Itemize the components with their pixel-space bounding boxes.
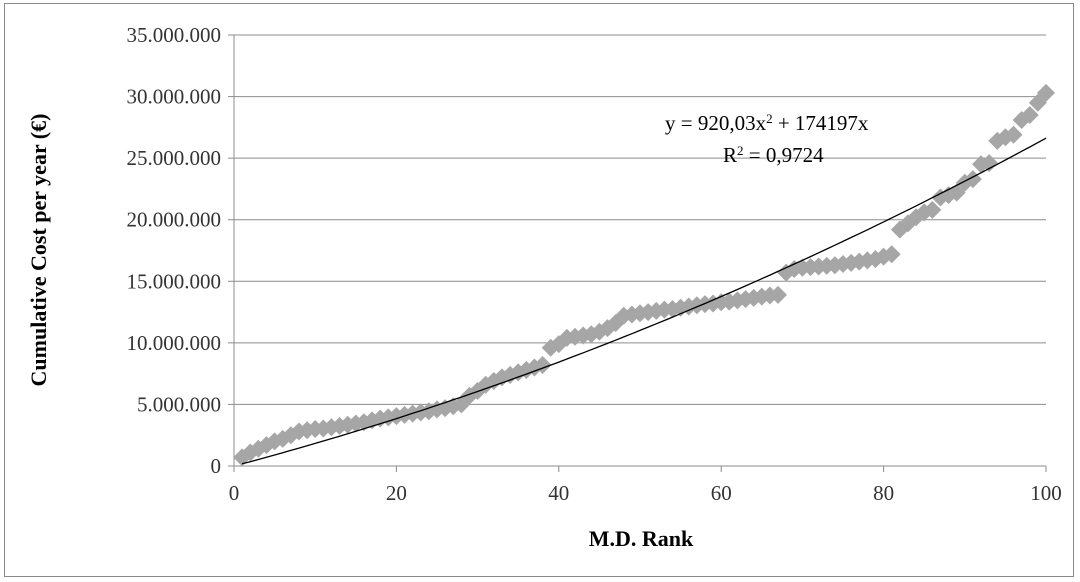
y-tick-label: 35.000.000: [127, 23, 222, 47]
data-point: [1037, 83, 1055, 102]
chart-frame: [4, 3, 1074, 577]
x-tick-label: 0: [229, 481, 240, 505]
data-point: [923, 200, 942, 219]
data-point: [769, 285, 788, 304]
y-tick-label: 25.000.000: [127, 146, 222, 170]
y-tick-label: 5.000.000: [137, 392, 221, 416]
y-tick-label: 15.000.000: [127, 269, 222, 293]
x-axis-title: M.D. Rank: [589, 526, 694, 551]
x-tick-labels: 0 20 40 60 80 100: [229, 481, 1062, 505]
axes: [228, 34, 1047, 472]
y-tick-label: 0: [211, 454, 222, 478]
data-point: [882, 245, 901, 264]
x-tick-label: 40: [548, 481, 569, 505]
data-point: [980, 154, 999, 173]
x-tick-label: 60: [711, 481, 732, 505]
data-point: [1020, 106, 1039, 125]
trend-r-squared: R2 = 0,9724: [723, 143, 824, 168]
y-tick-labels: 0 5.000.000 10.000.000 15.000.000 20.000.000…: [127, 23, 222, 478]
data-point: [858, 251, 877, 270]
y-tick-label: 30.000.000: [127, 85, 222, 109]
data-point: [501, 365, 520, 384]
y-tick-label: 20.000.000: [127, 208, 222, 232]
x-tick-label: 100: [1030, 481, 1062, 505]
data-point: [1004, 125, 1023, 144]
gridlines: [234, 34, 1046, 405]
data-points: [233, 83, 1055, 467]
trend-equation: y = 920,03x2 + 174197x: [665, 111, 869, 136]
y-axis-title: Cumulative Cost per year (€): [26, 114, 51, 387]
trend-line: [241, 137, 1047, 465]
y-tick-label: 10.000.000: [127, 331, 222, 355]
x-tick-label: 80: [873, 481, 894, 505]
x-tick-label: 20: [386, 481, 407, 505]
